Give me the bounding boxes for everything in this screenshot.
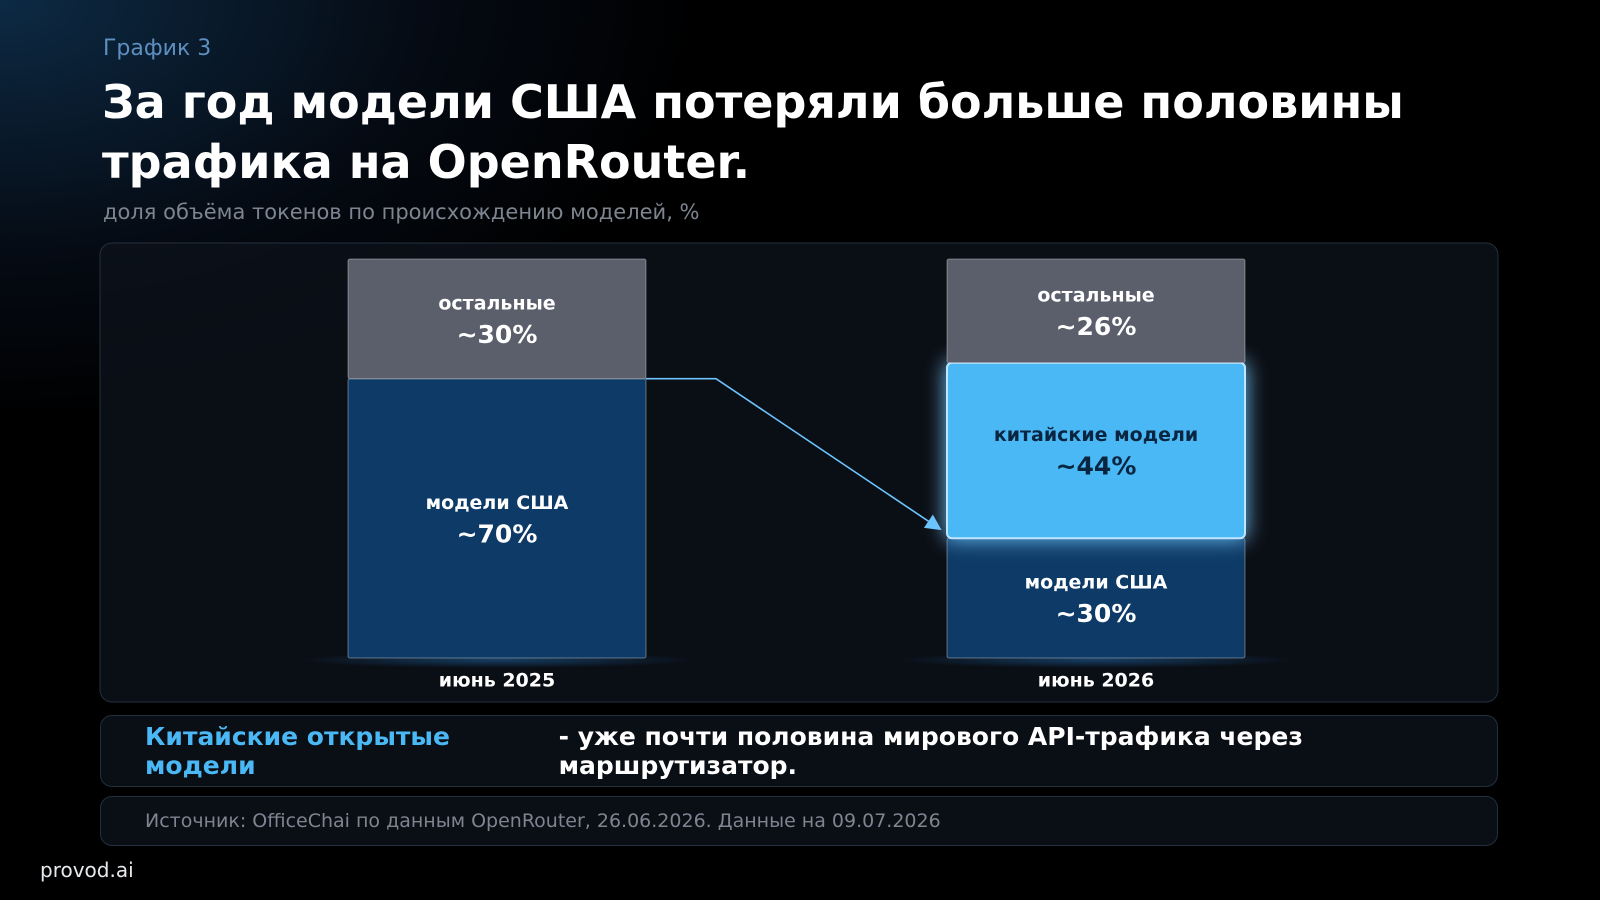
bar-segment xyxy=(347,258,647,380)
value-label: ~30% xyxy=(457,320,538,349)
x-tick-label: июнь 2025 xyxy=(439,670,555,692)
chart-title: За год модели США потеряли больше полови… xyxy=(102,75,1404,189)
segment-name: модели США xyxy=(1025,572,1168,594)
bar-segment xyxy=(946,537,1246,659)
value-label: ~30% xyxy=(1056,599,1137,628)
segment-name: остальные xyxy=(1037,284,1154,306)
segment-name: китайские модели xyxy=(994,424,1198,446)
value-label: ~44% xyxy=(1056,452,1137,481)
x-tick-label: июнь 2026 xyxy=(1038,670,1154,692)
callout: Китайские открытые модели - уже почти по… xyxy=(100,715,1498,787)
chart-panel xyxy=(99,242,1499,703)
bar-segment xyxy=(946,258,1246,364)
value-label: ~70% xyxy=(457,519,538,548)
bar-segment xyxy=(946,361,1246,540)
source: Источник: OfficeChai по данным OpenRoute… xyxy=(100,796,1498,846)
chart-subtitle: доля объёма токенов по происхождению мод… xyxy=(103,200,700,224)
kicker: График 3 xyxy=(103,36,212,61)
segment-name: модели США xyxy=(426,492,569,514)
callout-highlight: Китайские открытые модели xyxy=(145,722,450,780)
callout-text: - уже почти половина мирового API-трафик… xyxy=(558,722,1303,780)
segment-name: остальные xyxy=(438,292,555,314)
value-label: ~26% xyxy=(1056,312,1137,341)
brand: provod.ai xyxy=(40,858,134,882)
bar-segment xyxy=(347,378,647,659)
plot: модели США ~70% остальные ~30% июнь 2025 моде… xyxy=(297,258,1296,692)
connector-arrow xyxy=(646,377,942,531)
